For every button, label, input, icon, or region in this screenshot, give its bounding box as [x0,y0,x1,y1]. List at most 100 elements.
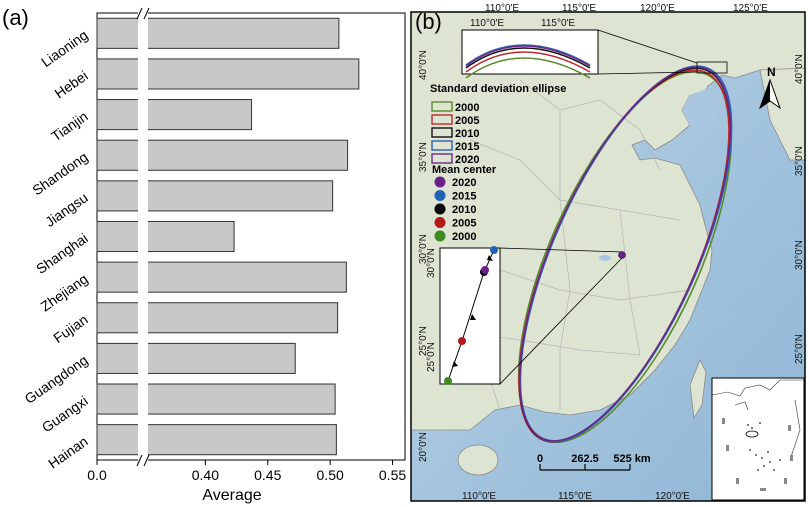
lat-tick: 35°0'N [418,142,429,172]
axis-break-gap [138,10,148,463]
map-mean-center [618,251,626,259]
lon-tick: 120°0'E [655,491,690,502]
x-tick-label: 0.55 [379,467,406,483]
legend-center-marker [434,203,446,215]
lake [599,255,611,261]
north-arrow: N [759,65,781,110]
inset-leader-line [499,247,623,253]
legend-ellipse-year: 2000 [455,102,479,114]
inset-tick: 115°0'E [541,18,575,29]
legend-ellipse-swatch [431,101,453,112]
legend-center-year: 2010 [452,204,476,216]
legend-center-marker [434,217,446,228]
lat-tick: 30°0'N [418,234,429,264]
scale-label: 0 [537,453,543,465]
category-label: Tianjin [48,108,91,144]
inset-arc-2010 [465,47,591,69]
category-labels: LiaoningHebeiTianjinShandongJiangsuShang… [22,27,91,472]
lon-tick: 120°0'E [640,3,675,14]
category-label: Jiangsu [42,189,91,230]
inset-arc-2020 [465,45,591,67]
x-tick-label: 0.40 [192,467,219,483]
category-label: Shanghai [33,230,91,277]
lat-tick: 40°0'N [794,54,805,84]
legend-ellipse-year: 2005 [455,115,479,127]
legend-ellipse-swatch [431,140,453,151]
bar [96,139,349,171]
lon-tick: 115°0'E [558,491,592,502]
inset-tick: 110°0'E [470,18,504,29]
bar [96,58,360,90]
center-zoom-inset: 30°0'N 25°0'N [426,246,501,385]
inset-leader-line [597,71,698,75]
scale-bar: 0 262.5 525 km [537,453,651,471]
legend-center-marker [434,176,446,188]
bar [96,424,337,456]
hainan-island [457,444,499,476]
top-zoom-inset: 110°0'E 115°0'E [461,18,599,79]
inset-leader-line [597,29,698,64]
legend-ellipse-swatch [431,127,453,138]
x-axis-ticks: 0.0 0.40 0.45 0.50 0.55 [87,460,406,483]
lat-tick: 25°0'N [794,334,805,364]
category-label: Hainan [45,433,91,472]
sd-ellipses [517,65,733,444]
mainland-landmass [411,12,805,431]
lat-tick: 30°0'N [794,240,805,270]
legend-ellipse-swatch [431,153,453,164]
inset-arc-2000 [465,57,591,79]
axis-break-marks [136,7,150,467]
bar [96,261,347,293]
category-label: Guangxi [39,392,91,435]
south-china-sea-inset [711,377,805,501]
legend-center-year: 2020 [452,177,476,189]
lon-tick: 125°0'E [733,3,768,14]
lon-tick: 110°0'E [485,3,519,14]
legend-ellipse-title: Standard deviation ellipse [430,83,566,95]
scale-label: 525 km [613,453,651,465]
bar [96,302,339,334]
lat-tick: 20°0'N [418,432,429,462]
lat-tick: 25°0'N [418,326,429,356]
center-2015 [490,246,498,254]
lat-tick: 35°0'N [794,146,805,176]
inset-leader-line [499,257,623,385]
lon-tick: 110°0'E [462,491,496,502]
legend-center-year: 2015 [452,191,476,203]
legend-center-year: 2005 [452,218,476,230]
panel-a-label: (a) [2,5,29,30]
inset-source-box [696,61,728,74]
inset-tick: 30°0'N [426,248,437,278]
bar [96,99,253,131]
bar [96,180,334,212]
x-tick-label: 0.0 [87,467,107,483]
scale-label: 262.5 [571,453,599,465]
lon-ticks-top: 110°0'E 115°0'E 120°0'E 125°0'E [485,3,768,14]
north-label: N [767,65,776,79]
bohai-sea [682,88,722,128]
center-2020 [481,266,489,274]
x-axis-title: Average [202,487,261,504]
legend-center-year: 2000 [452,231,476,243]
lat-ticks-left: 40°0'N 35°0'N 30°0'N 25°0'N 20°0'N [418,50,429,462]
lat-tick: 40°0'N [418,50,429,80]
category-label: Fujian [50,311,90,346]
map-frame [410,11,806,502]
lon-tick: 115°0'E [562,3,596,14]
sd-ellipse-2020 [518,66,732,442]
inset-arc-2015 [465,44,591,66]
panel-a: (a) LiaoningHebeiTianjinShandongJiangsuS… [2,5,406,504]
bar [96,342,296,374]
category-label: Liaoning [38,27,91,70]
legend: Standard deviation ellipse 2000200520102… [430,83,566,243]
category-label: Zhejiang [38,270,91,314]
x-tick-label: 0.45 [254,467,281,483]
lon-ticks-bottom: 110°0'E 115°0'E 120°0'E [462,491,690,502]
legend-center-marker [434,190,446,201]
bar [96,17,340,49]
center-2000 [444,377,452,385]
bar [96,220,235,253]
category-label: Hebei [52,67,91,101]
legend-center-title: Mean center [432,164,497,176]
legend-ellipse-year: 2020 [455,154,479,166]
